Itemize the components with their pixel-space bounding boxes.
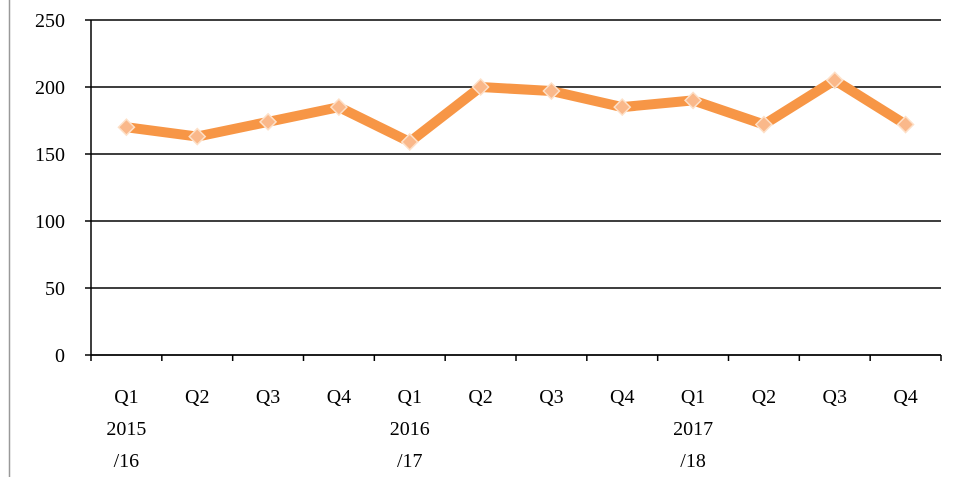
x-tick-label: Q4 xyxy=(893,386,917,408)
x-tick-label: Q4 xyxy=(327,386,351,408)
x-tick-label: Q1 2017/18 xyxy=(673,386,713,472)
x-tick-label: Q2 xyxy=(752,386,776,408)
point-marker xyxy=(329,98,348,117)
y-tick-label: 50 xyxy=(45,278,65,300)
point-marker xyxy=(259,112,278,131)
x-tick-label: Q2 xyxy=(468,386,492,408)
point-marker xyxy=(542,81,561,101)
point-marker xyxy=(400,132,419,152)
x-tick-label: Q1 2016/17 xyxy=(390,386,430,472)
x-tick-label: Q2 xyxy=(185,386,209,408)
point-marker xyxy=(471,77,490,97)
x-tick-label: Q3 xyxy=(823,386,847,408)
x-tick-label: Q3 xyxy=(256,386,280,408)
y-tick-label: 100 xyxy=(35,211,65,233)
point-marker xyxy=(754,115,773,134)
y-tick-label: 200 xyxy=(35,77,65,99)
point-marker xyxy=(896,115,915,134)
point-marker xyxy=(117,118,136,137)
y-tick-label: 0 xyxy=(55,345,65,367)
x-tick-label: Q4 xyxy=(610,386,634,408)
series-line xyxy=(125,75,909,147)
y-tick-label: 150 xyxy=(35,144,65,166)
x-tick-label: Q3 xyxy=(539,386,563,408)
point-marker xyxy=(613,98,632,117)
x-tick-label: Q1 2015/16 xyxy=(106,386,146,472)
point-marker xyxy=(684,91,703,110)
point-marker xyxy=(188,127,207,146)
y-tick-label: 250 xyxy=(35,10,65,32)
point-marker xyxy=(825,71,844,90)
